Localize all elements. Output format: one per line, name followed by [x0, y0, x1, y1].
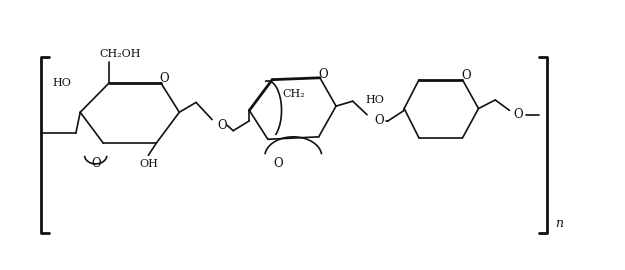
Text: O: O	[513, 108, 523, 121]
Text: O: O	[159, 72, 169, 85]
Text: n: n	[556, 217, 563, 230]
Text: CH₂OH: CH₂OH	[100, 49, 141, 59]
Text: O: O	[374, 114, 384, 127]
Text: OH: OH	[139, 159, 158, 169]
Text: O: O	[218, 119, 227, 132]
Text: HO: HO	[365, 95, 384, 105]
Text: HO: HO	[52, 78, 71, 88]
Text: O: O	[274, 157, 283, 170]
Text: O: O	[319, 68, 329, 81]
Text: O: O	[91, 157, 101, 170]
Text: O: O	[461, 69, 471, 82]
Text: CH₂: CH₂	[282, 89, 306, 99]
